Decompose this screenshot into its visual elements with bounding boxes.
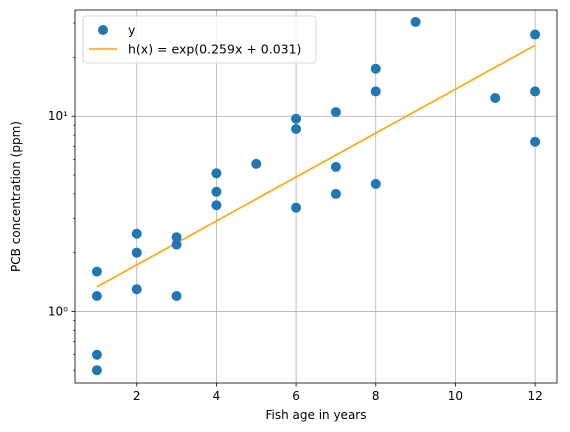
data-point bbox=[131, 247, 142, 258]
data-point bbox=[211, 186, 222, 197]
legend-label-line: h(x) = exp(0.259x + 0.031) bbox=[128, 42, 301, 57]
data-point bbox=[291, 113, 302, 124]
data-point bbox=[91, 266, 102, 277]
data-point bbox=[490, 92, 501, 103]
legend-box bbox=[82, 15, 317, 64]
plot-frame bbox=[74, 9, 558, 384]
x-tick-label: 10 bbox=[448, 389, 463, 403]
x-tick-label: 2 bbox=[133, 389, 141, 403]
data-point bbox=[211, 168, 222, 179]
data-point bbox=[91, 349, 102, 360]
y-tick-label: 10⁰ bbox=[48, 304, 68, 318]
legend: y h(x) = exp(0.259x + 0.031) bbox=[82, 15, 317, 64]
data-point bbox=[131, 284, 142, 295]
y-axis-label: PCB concentration (ppm) bbox=[9, 121, 23, 272]
x-tick-label: 4 bbox=[213, 389, 221, 403]
scatter-points-layer bbox=[91, 16, 541, 376]
data-point bbox=[251, 158, 262, 169]
x-axis: 2 4 6 8 10 12 bbox=[133, 383, 543, 403]
y-tick-label: 10¹ bbox=[48, 109, 68, 123]
data-point bbox=[330, 107, 341, 118]
y-axis: 10⁰ 10¹ bbox=[48, 22, 75, 371]
data-point bbox=[171, 290, 182, 301]
data-point bbox=[370, 178, 381, 189]
data-point bbox=[171, 232, 182, 243]
data-point bbox=[370, 63, 381, 74]
data-point bbox=[530, 86, 541, 97]
data-point bbox=[330, 188, 341, 199]
data-point bbox=[370, 86, 381, 97]
data-point bbox=[171, 239, 182, 250]
x-tick-label: 8 bbox=[372, 389, 380, 403]
data-point bbox=[91, 290, 102, 301]
fit-line-layer bbox=[96, 44, 536, 288]
x-tick-label: 12 bbox=[527, 389, 542, 403]
data-point bbox=[330, 161, 341, 172]
legend-label-scatter: y bbox=[128, 23, 136, 38]
data-point bbox=[530, 29, 541, 40]
x-axis-label: Fish age in years bbox=[266, 408, 367, 422]
data-point bbox=[291, 124, 302, 135]
data-point bbox=[91, 365, 102, 376]
x-tick-label: 6 bbox=[292, 389, 300, 403]
data-point bbox=[291, 202, 302, 213]
legend-marker-scatter bbox=[98, 25, 108, 35]
data-point bbox=[131, 228, 142, 239]
data-point bbox=[211, 200, 222, 211]
data-point bbox=[530, 136, 541, 147]
data-point bbox=[410, 16, 421, 27]
fit-line bbox=[96, 44, 536, 288]
